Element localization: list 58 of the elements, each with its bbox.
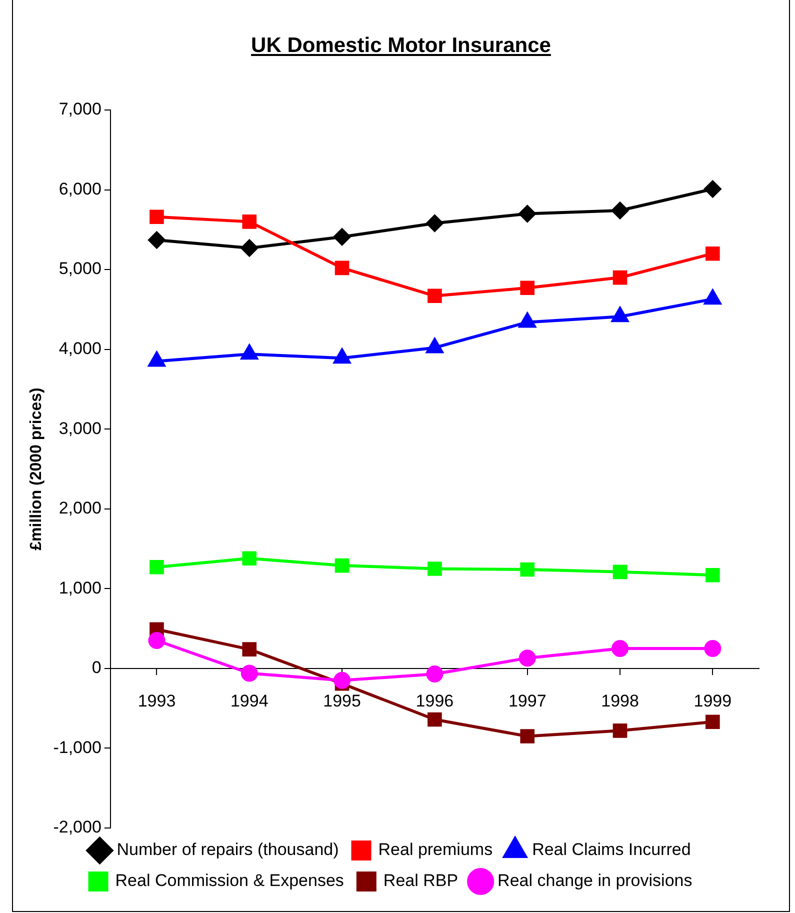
x-tick-label: 1999 <box>694 691 732 710</box>
y-tick-label: 4,000 <box>58 339 102 358</box>
legend-label: Real premiums <box>378 840 493 860</box>
legend-label: Real RBP <box>383 871 458 890</box>
x-tick-label: 1995 <box>323 691 361 710</box>
point <box>242 214 257 229</box>
chart-title: UK Domestic Motor Insurance <box>250 34 552 58</box>
point <box>612 724 628 738</box>
point <box>242 551 257 566</box>
point <box>148 632 166 650</box>
point <box>520 562 535 577</box>
x-tick-label: 1998 <box>601 691 639 710</box>
point <box>612 564 628 580</box>
point <box>520 280 535 296</box>
point <box>334 228 351 246</box>
y-axis-title: £million (2000 prices) <box>28 388 46 550</box>
x-tick-label: 1994 <box>230 691 268 710</box>
y-tick-label: 5,000 <box>58 259 102 278</box>
point <box>520 729 535 744</box>
point <box>612 202 629 220</box>
legend-label: Real Commission & Expenses <box>115 871 344 890</box>
point <box>428 712 442 727</box>
y-tick-label: 1,000 <box>58 578 102 598</box>
y-tick-label: -1,000 <box>53 738 102 757</box>
point <box>612 270 628 285</box>
point <box>518 650 536 667</box>
point <box>426 214 444 232</box>
legend-label: Real change in provisions <box>498 871 692 890</box>
point <box>334 260 350 276</box>
point <box>612 640 629 657</box>
legend-label: Real Claims Incurred <box>532 840 691 860</box>
point <box>426 666 444 683</box>
point <box>150 560 164 574</box>
y-tick-label: 6,000 <box>58 179 102 198</box>
point <box>706 714 720 730</box>
point <box>150 210 164 224</box>
x-tick-label: 1996 <box>416 691 454 710</box>
point <box>518 205 536 222</box>
point <box>706 246 720 261</box>
y-tick-label: 7,000 <box>58 100 102 119</box>
point <box>704 180 722 198</box>
point <box>240 664 258 682</box>
point <box>428 562 442 576</box>
point <box>242 642 257 656</box>
y-tick-label: 2,000 <box>58 498 102 518</box>
legend-label: Number of repairs (thousand) <box>116 840 339 860</box>
point <box>704 640 722 657</box>
y-tick-label: -2,000 <box>53 818 102 837</box>
point <box>334 558 350 573</box>
x-tick-label: 1997 <box>508 691 546 710</box>
point <box>240 240 258 257</box>
point <box>706 568 720 582</box>
point <box>148 232 166 249</box>
point <box>334 672 351 689</box>
x-tick-label: 1993 <box>138 691 176 710</box>
y-tick-label: 0 <box>92 658 102 678</box>
point <box>428 288 442 304</box>
y-tick-label: 3,000 <box>58 418 102 438</box>
